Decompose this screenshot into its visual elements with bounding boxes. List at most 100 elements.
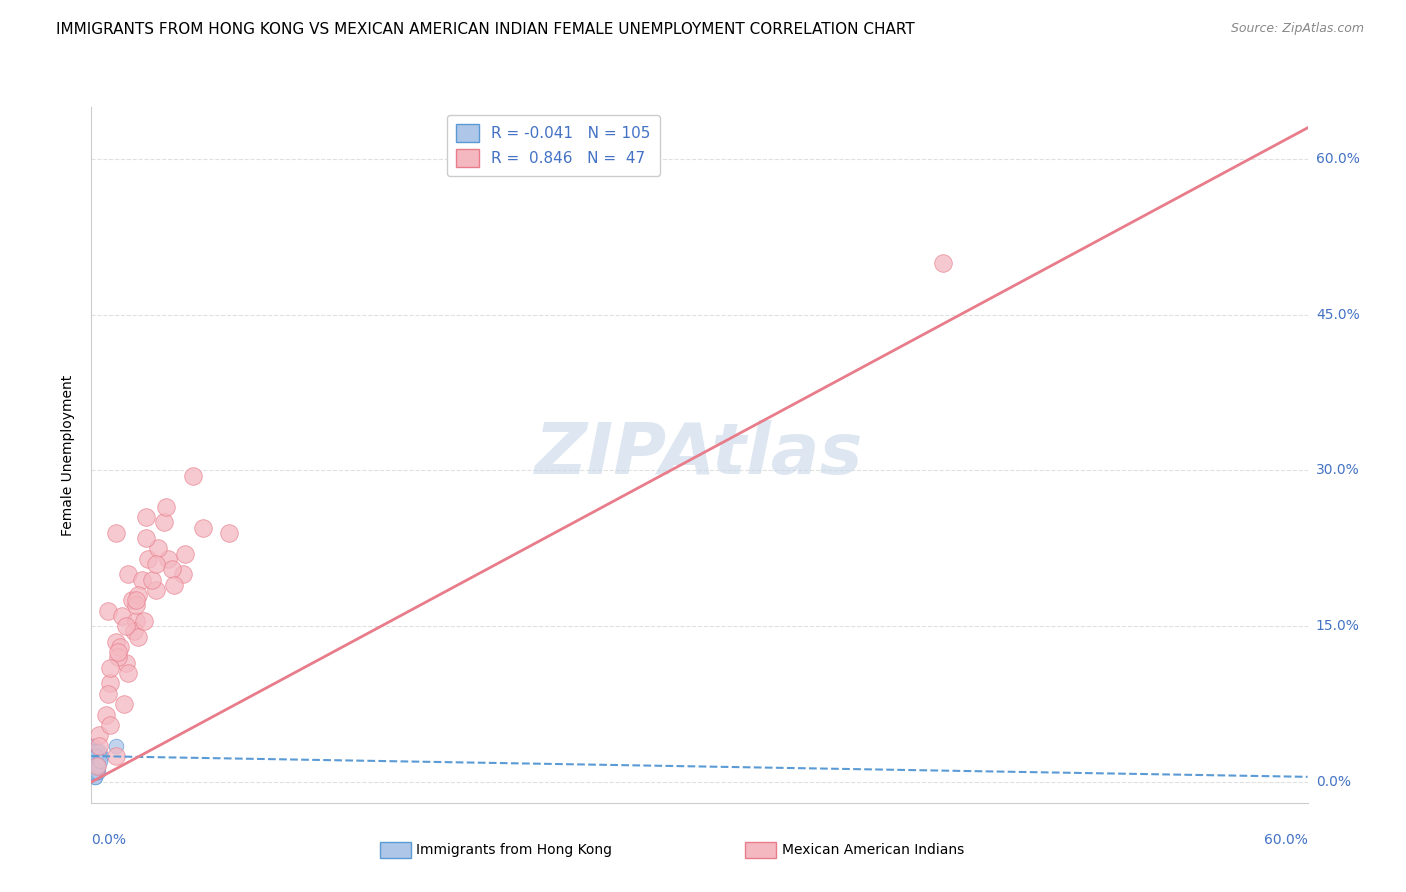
Point	[82, 754, 104, 768]
Text: 15.0%: 15.0%	[1316, 619, 1360, 633]
Point	[89, 749, 111, 764]
Point	[83, 754, 105, 768]
Point	[83, 764, 105, 779]
Point	[104, 525, 127, 540]
Point	[117, 567, 139, 582]
Text: 60.0%: 60.0%	[1316, 152, 1360, 166]
Point	[83, 764, 105, 779]
Point	[82, 744, 104, 758]
Point	[173, 547, 195, 561]
Point	[82, 759, 104, 773]
Point	[83, 744, 105, 758]
Point	[162, 562, 184, 576]
Point	[89, 739, 111, 753]
Point	[84, 754, 107, 768]
Point	[82, 739, 104, 753]
Point	[83, 764, 105, 779]
Point	[83, 759, 105, 773]
Point	[83, 764, 105, 779]
Point	[86, 759, 108, 773]
Point	[83, 754, 105, 768]
Text: 0.0%: 0.0%	[91, 833, 127, 847]
Point	[82, 759, 104, 773]
Y-axis label: Female Unemployment: Female Unemployment	[62, 375, 76, 535]
Point	[145, 582, 167, 597]
Point	[83, 759, 105, 773]
Point	[112, 697, 135, 711]
Point	[104, 749, 127, 764]
Point	[141, 573, 163, 587]
Point	[127, 588, 149, 602]
Point	[107, 650, 129, 665]
Point	[148, 541, 170, 556]
Point	[83, 754, 105, 768]
Point	[83, 759, 105, 773]
Point	[83, 754, 105, 768]
Point	[89, 749, 111, 764]
Text: ZIPAtlas: ZIPAtlas	[536, 420, 863, 490]
Point	[83, 754, 105, 768]
Point	[83, 764, 105, 779]
Point	[125, 614, 148, 628]
Point	[83, 749, 105, 764]
Text: 45.0%: 45.0%	[1316, 308, 1360, 322]
Point	[82, 759, 104, 773]
Point	[83, 749, 105, 764]
Point	[218, 525, 240, 540]
Point	[82, 754, 104, 768]
Point	[82, 759, 104, 773]
Point	[98, 676, 121, 690]
Point	[82, 754, 104, 768]
Point	[83, 749, 105, 764]
Point	[82, 744, 104, 758]
Point	[83, 759, 105, 773]
Point	[83, 759, 105, 773]
Point	[83, 759, 105, 773]
Point	[86, 744, 108, 758]
Point	[83, 764, 105, 779]
Point	[87, 744, 110, 758]
Point	[83, 754, 105, 768]
Point	[155, 500, 177, 514]
Point	[83, 744, 105, 758]
Point	[83, 754, 105, 768]
Point	[84, 759, 107, 773]
Point	[172, 567, 194, 582]
Text: 30.0%: 30.0%	[1316, 464, 1360, 477]
Point	[82, 759, 104, 773]
Point	[82, 754, 104, 768]
Point	[82, 759, 104, 773]
Point	[127, 630, 149, 644]
Point	[122, 624, 145, 639]
Point	[104, 635, 127, 649]
Point	[82, 749, 104, 764]
Text: 0.0%: 0.0%	[1316, 775, 1351, 789]
Point	[82, 754, 104, 768]
Text: IMMIGRANTS FROM HONG KONG VS MEXICAN AMERICAN INDIAN FEMALE UNEMPLOYMENT CORRELA: IMMIGRANTS FROM HONG KONG VS MEXICAN AME…	[56, 22, 915, 37]
Point	[82, 749, 104, 764]
Point	[98, 661, 121, 675]
Point	[83, 759, 105, 773]
Point	[125, 593, 148, 607]
Point	[132, 614, 155, 628]
Point	[131, 573, 153, 587]
Point	[82, 764, 104, 779]
Point	[115, 619, 138, 633]
Point	[82, 764, 104, 779]
Point	[163, 578, 186, 592]
Point	[82, 754, 104, 768]
Point	[83, 759, 105, 773]
Point	[82, 744, 104, 758]
Text: Immigrants from Hong Kong: Immigrants from Hong Kong	[416, 843, 612, 857]
Point	[82, 744, 104, 758]
Point	[145, 557, 167, 571]
Point	[82, 764, 104, 779]
Point	[84, 749, 107, 764]
Point	[86, 754, 108, 768]
Point	[83, 764, 105, 779]
Point	[82, 739, 104, 753]
Point	[86, 759, 108, 773]
Point	[82, 754, 104, 768]
Point	[84, 770, 107, 784]
Point	[111, 608, 134, 623]
